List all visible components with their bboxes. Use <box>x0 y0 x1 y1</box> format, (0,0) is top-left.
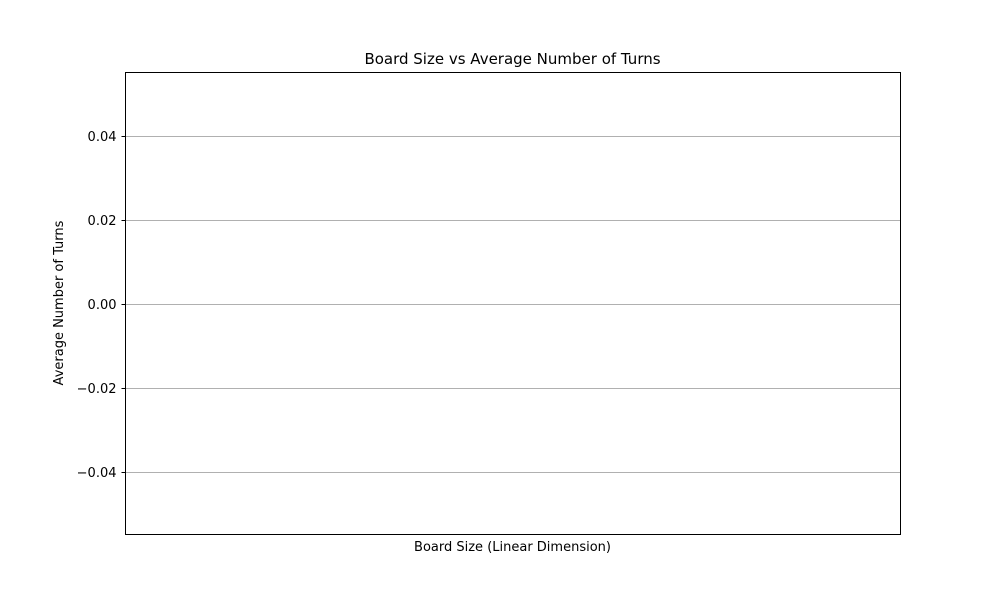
plot-area-frame <box>125 72 901 535</box>
y-tick-label: −0.02 <box>77 382 117 397</box>
y-tick-label: −0.04 <box>77 466 117 481</box>
chart-title: Board Size vs Average Number of Turns <box>364 50 660 68</box>
y-tick-label: 0.02 <box>88 214 117 229</box>
y-axis-ticks: 0.04 0.02 0.00 −0.02 −0.04 <box>77 130 126 481</box>
x-axis-label: Board Size (Linear Dimension) <box>414 540 611 555</box>
y-tick-label: 0.04 <box>88 130 117 145</box>
y-axis-label: Average Number of Turns <box>52 220 67 385</box>
y-tick-label: 0.00 <box>88 298 117 313</box>
grid-lines <box>125 136 901 473</box>
